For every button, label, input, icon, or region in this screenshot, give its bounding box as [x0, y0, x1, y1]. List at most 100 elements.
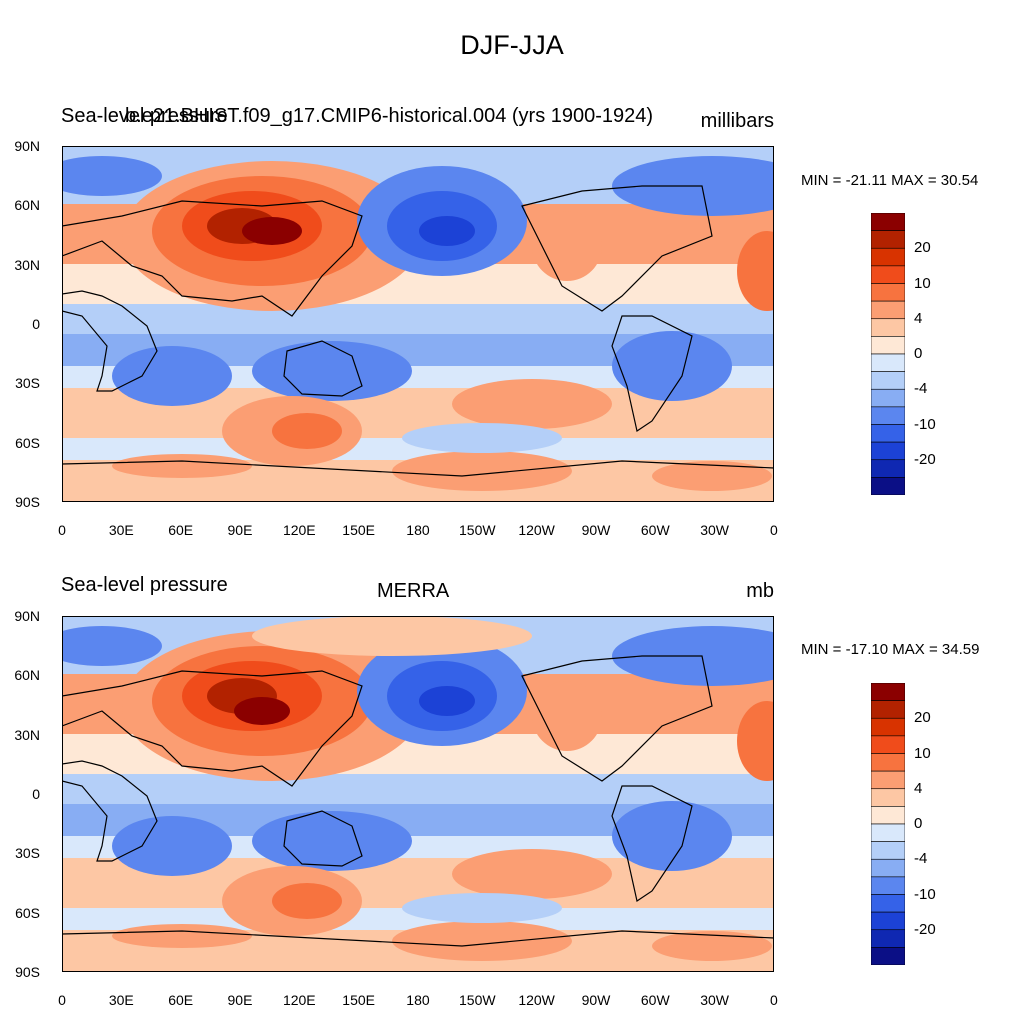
colorbar-label: -4 — [914, 380, 928, 398]
field-contour — [272, 883, 342, 919]
colorbar-swatch — [871, 806, 905, 825]
lon-tick-label: 30E — [108, 992, 134, 1008]
lon-tick-label: 60W — [640, 992, 670, 1008]
colorbar-swatch — [871, 336, 905, 355]
field-contour — [532, 211, 602, 281]
lon-tick-label: 180 — [406, 992, 430, 1008]
lon-tick-label: 120E — [282, 992, 316, 1008]
colorbar-swatch — [871, 230, 905, 249]
lat-tick-label: 60S — [15, 904, 40, 921]
colorbar-label: 0 — [914, 815, 923, 832]
lon-tick-label: 0 — [770, 522, 778, 538]
field-contour — [112, 454, 252, 478]
field-contour — [272, 413, 342, 449]
lat-tick-label: 0 — [32, 315, 40, 332]
colorbar-swatch — [871, 300, 905, 320]
coastline — [283, 340, 363, 397]
colorbar-swatch — [871, 388, 905, 408]
colorbar-swatch — [871, 459, 905, 478]
colorbar-swatch — [871, 265, 905, 284]
colorbar-label: 20 — [914, 239, 931, 257]
map-frame — [62, 146, 774, 502]
colorbar-label: -10 — [914, 415, 936, 433]
coastline — [611, 785, 693, 902]
field-contour — [392, 451, 572, 491]
field-band — [62, 774, 774, 804]
field-contour — [252, 341, 412, 401]
field-contour — [62, 626, 162, 666]
lat-tick-label: 90N — [14, 608, 40, 624]
panel1-left-title: Sea-level pressure — [61, 105, 228, 127]
colorbar-swatch — [871, 788, 905, 807]
lon-tick-label: 90E — [227, 992, 253, 1008]
coastline — [283, 810, 363, 867]
colorbar-swatch — [871, 424, 905, 443]
panel2-min-max: MIN = -17.10 MAX = 34.59 — [801, 641, 980, 658]
field-contour — [234, 697, 290, 725]
lat-tick-label: 30N — [14, 256, 40, 273]
field-contour — [652, 931, 772, 961]
field-contour — [392, 921, 572, 961]
lon-tick-label: 150W — [459, 522, 496, 538]
field-contour — [62, 156, 162, 196]
lon-tick-label: 30W — [700, 992, 730, 1008]
panel1-colorbar — [871, 213, 905, 495]
colorbar-label: 20 — [914, 709, 931, 727]
colorbar-label: 10 — [914, 744, 931, 762]
lat-tick-label: 60N — [14, 667, 40, 684]
coastline — [521, 185, 713, 312]
panel2-center-title: MERRA — [377, 580, 450, 602]
field-band — [62, 366, 774, 388]
panel1-min-max: MIN = -21.11 MAX = 30.54 — [801, 172, 979, 189]
field-contour — [419, 216, 475, 246]
lon-tick-label: 0 — [770, 992, 778, 1008]
field-contour — [452, 379, 612, 429]
lon-tick-label: 150E — [342, 992, 375, 1008]
colorbar-label: -20 — [914, 450, 936, 468]
lon-tick-label: 0 — [58, 522, 66, 538]
lat-tick-label: 30N — [14, 726, 40, 743]
field-contour — [242, 217, 302, 245]
colorbar-swatch — [871, 911, 905, 931]
colorbar-swatch — [871, 876, 905, 895]
field-contour — [112, 346, 232, 406]
lon-tick-label: 60W — [640, 522, 670, 538]
colorbar-label: 4 — [914, 779, 923, 797]
field-contour — [112, 816, 232, 876]
field-contour — [612, 801, 732, 871]
figure-title: DJF-JJA — [460, 30, 564, 60]
colorbar-swatch — [871, 683, 905, 701]
field-contour — [402, 893, 562, 923]
panel1-map — [62, 146, 774, 502]
colorbar-swatch — [871, 318, 905, 337]
colorbar-swatch — [871, 213, 905, 231]
colorbar-swatch — [871, 441, 905, 461]
colorbar-swatch — [871, 247, 905, 267]
coastline — [611, 315, 693, 432]
colorbar-label: 10 — [914, 274, 931, 292]
field-band — [62, 836, 774, 858]
coastline — [62, 460, 774, 477]
field-contour — [252, 616, 532, 656]
lat-tick-label: 0 — [32, 785, 40, 802]
panel1-center-title: b.e21.BHIST.f09_g17.CMIP6-historical.004… — [125, 105, 654, 127]
field-contour — [419, 686, 475, 716]
lon-tick-label: 150E — [342, 522, 375, 538]
colorbar-swatch — [871, 841, 905, 860]
colorbar-label: -4 — [914, 850, 928, 868]
field-band — [62, 304, 774, 334]
lat-tick-label: 90S — [15, 493, 40, 510]
lon-tick-label: 180 — [406, 522, 430, 538]
lon-tick-label: 60E — [168, 992, 194, 1008]
lon-tick-label: 30E — [108, 522, 134, 538]
field-contour — [452, 849, 612, 899]
colorbar-swatch — [871, 858, 905, 878]
colorbar-swatch — [871, 770, 905, 790]
coastline — [62, 200, 363, 317]
colorbar-label: -10 — [914, 885, 936, 903]
field-contour — [252, 811, 412, 871]
colorbar-label: 0 — [914, 345, 923, 362]
lat-tick-label: 60N — [14, 197, 40, 214]
colorbar-swatch — [871, 477, 905, 495]
colorbar-swatch — [871, 353, 905, 372]
